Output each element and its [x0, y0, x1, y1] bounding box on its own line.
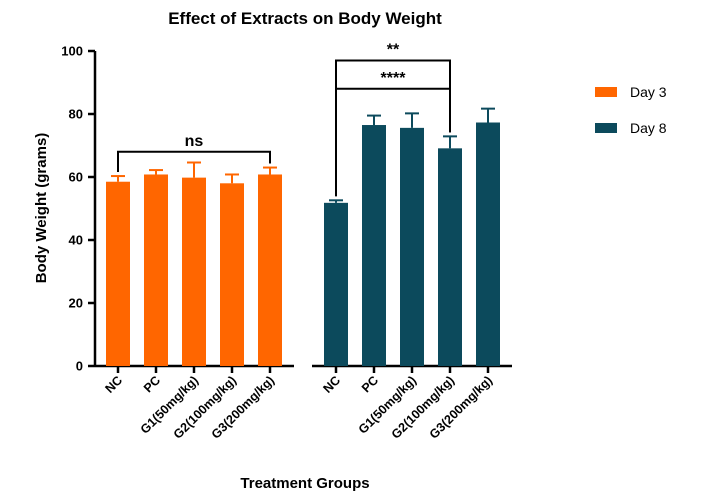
y-tick-label: 40 — [69, 233, 83, 248]
significance-label: ** — [387, 41, 400, 58]
bar-day-8-pc — [362, 125, 386, 367]
y-tick-label: 100 — [61, 44, 83, 59]
bar-day-3-g1-50mg-kg — [182, 177, 206, 366]
bar-day-3-pc — [144, 174, 168, 366]
x-tick-label: PC — [359, 373, 381, 395]
x-tick-label: NC — [320, 373, 343, 396]
bar-day-3-g2-100mg-kg — [220, 183, 244, 366]
bar-day-8-nc — [324, 202, 348, 366]
significance-bracket — [117, 150, 271, 173]
legend-label-day-3: Day 3 — [630, 84, 667, 100]
bar-day-3-g3-200mg-kg — [258, 174, 282, 366]
y-tick-label: 80 — [69, 107, 83, 122]
legend-swatch-day-3 — [595, 87, 617, 97]
bar-day-8-g3-200mg-kg — [476, 122, 500, 366]
bar-day-3-nc — [106, 181, 130, 366]
legend: Day 3 Day 8 — [595, 84, 667, 136]
chart-title: Effect of Extracts on Body Weight — [168, 9, 442, 28]
y-axis-label: Body Weight (grams) — [33, 133, 50, 284]
y-tick-label: 0 — [76, 359, 83, 374]
x-axis-label: Treatment Groups — [240, 475, 369, 492]
legend-swatch-day-8 — [595, 123, 617, 133]
bar-day-8-g2-100mg-kg — [438, 148, 462, 366]
significance-bracket — [335, 87, 451, 197]
y-tick-label: 20 — [69, 296, 83, 311]
x-tick-label: NC — [102, 373, 125, 396]
legend-label-day-8: Day 8 — [630, 120, 667, 136]
y-tick-label: 60 — [69, 170, 83, 185]
x-tick-label: PC — [141, 373, 163, 395]
significance-label: **** — [381, 70, 407, 87]
significance-label: ns — [185, 133, 204, 150]
bar-day-8-g1-50mg-kg — [400, 127, 424, 366]
